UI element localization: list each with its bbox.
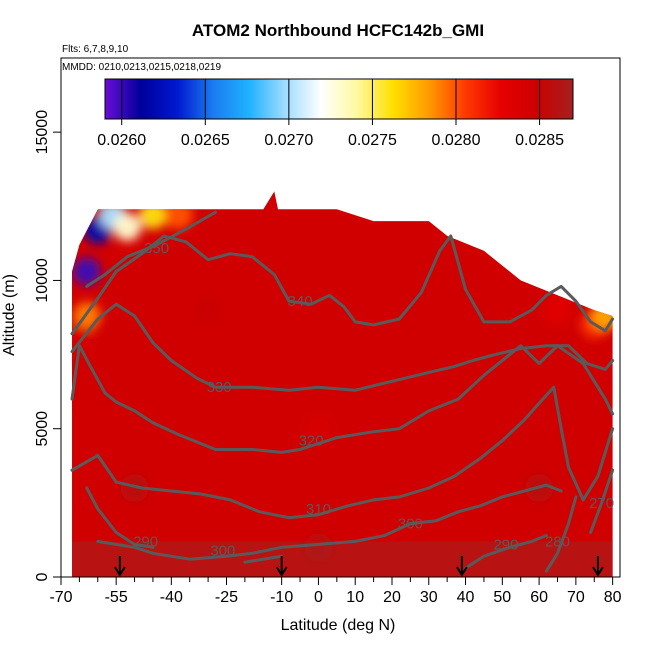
y-tick-label: 5000 bbox=[34, 411, 51, 447]
chart-title: ATOM2 Northbound HCFC142b_GMI bbox=[192, 21, 484, 40]
flight-arrow bbox=[592, 556, 604, 577]
x-tick-label: -55 bbox=[105, 589, 128, 606]
contour-labels: 350 340 330 320 310 300 290 290 300 280 270 bbox=[133, 240, 614, 560]
x-tick-label: 10 bbox=[346, 589, 364, 606]
colorbar: 0.0260 0.0265 0.0270 0.0275 0.0280 0.0285 bbox=[97, 78, 574, 149]
value-point bbox=[304, 414, 333, 443]
value-point bbox=[543, 296, 572, 325]
mmdd-label: MMDD: 0210,0213,0215,0218,0219 bbox=[62, 62, 221, 73]
contour-label: 320 bbox=[299, 433, 324, 450]
contour-line-340 bbox=[70, 234, 615, 336]
y-tick-label: 0 bbox=[34, 572, 51, 581]
x-tick-label: 30 bbox=[420, 589, 438, 606]
y-axis-label: Altitude (m) bbox=[1, 274, 18, 356]
x-tick-label: 0 bbox=[314, 589, 323, 606]
contour-label: 300 bbox=[398, 516, 423, 533]
surface-band bbox=[72, 541, 613, 577]
contour-label: 310 bbox=[306, 501, 331, 518]
colorbar-tick-label: 0.0285 bbox=[515, 132, 564, 149]
contour-line-290 bbox=[464, 534, 548, 570]
x-tick-label: 60 bbox=[530, 589, 548, 606]
value-point bbox=[113, 213, 142, 242]
colorbar-ticks: 0.0260 0.0265 0.0270 0.0275 0.0280 0.0285 bbox=[97, 79, 564, 149]
contour-line-330 bbox=[70, 302, 615, 392]
data-value-field bbox=[72, 201, 613, 562]
colorbar-tick-label: 0.0280 bbox=[432, 132, 481, 149]
contour-line-350 bbox=[85, 210, 217, 288]
colorbar-tick-label: 0.0270 bbox=[264, 132, 313, 149]
contour-label: 290 bbox=[493, 536, 518, 553]
data-lower-band bbox=[72, 541, 613, 577]
contour-label: 340 bbox=[288, 293, 313, 310]
flight-arrows bbox=[113, 556, 604, 577]
x-tick-label: -10 bbox=[270, 589, 293, 606]
colorbar-tick-label: 0.0260 bbox=[97, 132, 146, 149]
x-tick-label: -70 bbox=[49, 589, 72, 606]
x-axis-label: Latitude (deg N) bbox=[281, 617, 396, 634]
x-tick-label: 70 bbox=[567, 589, 585, 606]
contour-label: 280 bbox=[545, 533, 570, 550]
contour-line-280 bbox=[544, 495, 578, 573]
value-point bbox=[72, 257, 101, 286]
x-tick-label: -40 bbox=[160, 589, 183, 606]
x-tick-label: -25 bbox=[215, 589, 238, 606]
y-axis: 0 5000 10000 15000 bbox=[34, 110, 61, 581]
contour-label: 290 bbox=[133, 533, 158, 550]
contour-line-290 bbox=[85, 486, 155, 549]
x-axis: -70 -55 -40 -25 -10 0 10 20 30 40 50 60 70 80 bbox=[49, 577, 622, 606]
flights-label: Flts: 6,7,8,9,10 bbox=[62, 44, 129, 55]
x-tick-label: 40 bbox=[457, 589, 475, 606]
contour-label: 350 bbox=[144, 240, 169, 257]
contour-line-320 bbox=[70, 344, 615, 454]
y-tick-label: 15000 bbox=[34, 110, 51, 155]
plot-frame bbox=[60, 57, 621, 578]
colorbar-tick-label: 0.0275 bbox=[348, 132, 397, 149]
colorbar-gradient bbox=[104, 78, 574, 120]
x-tick-label: 50 bbox=[493, 589, 511, 606]
contour-label: 300 bbox=[210, 542, 235, 559]
flight-arrow bbox=[456, 556, 468, 577]
y-tick-label: 10000 bbox=[34, 258, 51, 303]
contour-line-270 bbox=[589, 468, 615, 534]
value-point bbox=[164, 201, 193, 230]
contour-line-300 bbox=[243, 554, 284, 564]
colorbar-tick-label: 0.0265 bbox=[181, 132, 230, 149]
value-point bbox=[194, 296, 223, 325]
x-tick-label: 80 bbox=[604, 589, 622, 606]
flight-arrow bbox=[275, 556, 288, 577]
contour-lines bbox=[70, 210, 615, 573]
contour-label: 330 bbox=[207, 379, 232, 396]
contour-line-310 bbox=[70, 385, 615, 520]
contour-label: 270 bbox=[589, 495, 614, 512]
value-point bbox=[120, 474, 149, 503]
value-point bbox=[138, 201, 167, 230]
x-tick-label: 20 bbox=[383, 589, 401, 606]
flight-arrow bbox=[113, 556, 126, 577]
contour-line-300 bbox=[96, 483, 563, 561]
